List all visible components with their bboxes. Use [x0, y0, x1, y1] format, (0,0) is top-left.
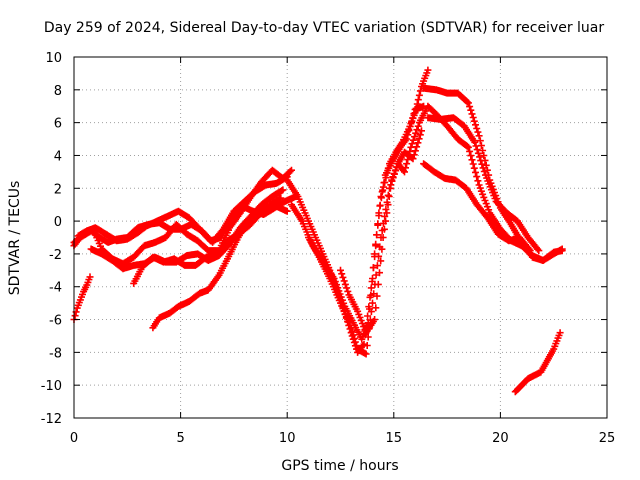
chart-title: Day 259 of 2024, Sidereal Day-to-day VTE… — [44, 20, 605, 36]
axis-ticks — [73, 56, 608, 419]
y-tick-label: -10 — [41, 379, 62, 394]
series-track-13 — [424, 114, 543, 255]
series-track-6 — [149, 202, 291, 332]
x-tick-label: 5 — [176, 431, 184, 446]
x-tick-label: 20 — [492, 431, 509, 446]
series-markers — [149, 202, 291, 332]
plot-frame — [73, 56, 608, 419]
series-markers — [424, 114, 543, 255]
series-markers — [337, 102, 566, 337]
x-tick-label: 15 — [386, 431, 403, 446]
y-tick-label: 8 — [54, 84, 62, 99]
y-tick-label: 4 — [54, 149, 62, 164]
y-tick-label: -12 — [41, 412, 62, 427]
x-tick-labels: 0 5 10 15 20 25 — [70, 431, 615, 446]
y-tick-label: 6 — [54, 117, 62, 132]
x-tick-label: 0 — [70, 431, 78, 446]
y-tick-label: -4 — [49, 281, 62, 296]
series-markers — [288, 66, 432, 343]
x-tick-label: 25 — [599, 431, 616, 446]
series-markers — [420, 160, 534, 255]
series-track-9 — [288, 66, 432, 343]
series-track-11 — [337, 102, 566, 337]
y-tick-label: 10 — [45, 51, 62, 66]
data-points — [70, 66, 566, 396]
x-axis-label: GPS time / hours — [281, 458, 398, 474]
y-axis-label: SDTVAR / TECUs — [7, 181, 23, 296]
y-tick-label: -6 — [49, 314, 62, 329]
series-track-15 — [511, 329, 564, 396]
y-tick-label: -8 — [49, 346, 62, 361]
y-tick-labels: -12 -10 -8 -6 -4 -2 0 2 4 6 8 10 — [41, 51, 62, 427]
y-tick-label: 2 — [54, 182, 62, 197]
series-markers — [511, 329, 564, 396]
x-tick-label: 10 — [279, 431, 296, 446]
y-tick-label: 0 — [54, 215, 62, 230]
y-tick-label: -2 — [49, 248, 62, 263]
series-track-14 — [420, 160, 534, 255]
